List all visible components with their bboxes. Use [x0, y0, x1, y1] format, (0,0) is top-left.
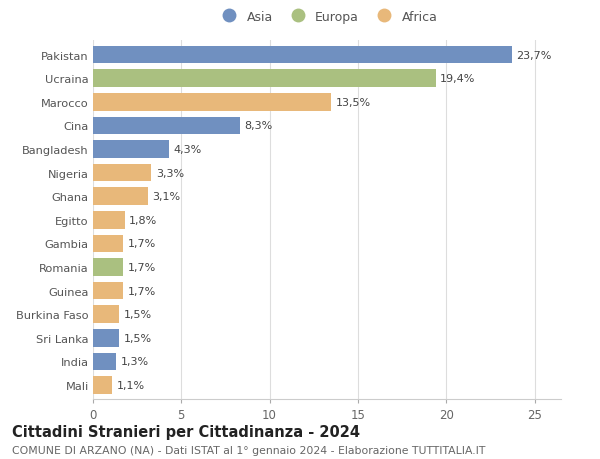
Bar — [93, 188, 148, 206]
Text: 1,1%: 1,1% — [117, 380, 145, 390]
Text: 19,4%: 19,4% — [440, 74, 475, 84]
Bar — [93, 306, 119, 324]
Text: 1,3%: 1,3% — [121, 357, 148, 367]
Bar — [93, 141, 169, 158]
Legend: Asia, Europa, Africa: Asia, Europa, Africa — [214, 8, 440, 26]
Text: 8,3%: 8,3% — [244, 121, 272, 131]
Bar — [93, 117, 239, 135]
Bar — [93, 47, 512, 64]
Bar — [93, 282, 123, 300]
Text: 1,7%: 1,7% — [127, 239, 155, 249]
Bar — [93, 164, 151, 182]
Text: 13,5%: 13,5% — [336, 98, 371, 107]
Text: 1,7%: 1,7% — [127, 263, 155, 273]
Bar — [93, 353, 116, 370]
Text: 3,3%: 3,3% — [155, 168, 184, 178]
Text: COMUNE DI ARZANO (NA) - Dati ISTAT al 1° gennaio 2024 - Elaborazione TUTTITALIA.: COMUNE DI ARZANO (NA) - Dati ISTAT al 1°… — [12, 445, 485, 455]
Text: 23,7%: 23,7% — [516, 50, 551, 61]
Bar — [93, 258, 123, 276]
Text: 1,8%: 1,8% — [129, 215, 157, 225]
Text: 4,3%: 4,3% — [173, 145, 202, 155]
Bar — [93, 376, 112, 394]
Text: 1,5%: 1,5% — [124, 333, 152, 343]
Text: Cittadini Stranieri per Cittadinanza - 2024: Cittadini Stranieri per Cittadinanza - 2… — [12, 425, 360, 440]
Text: 3,1%: 3,1% — [152, 192, 180, 202]
Text: 1,5%: 1,5% — [124, 309, 152, 319]
Bar — [93, 212, 125, 229]
Bar — [93, 94, 331, 112]
Bar — [93, 329, 119, 347]
Bar — [93, 70, 436, 88]
Text: 1,7%: 1,7% — [127, 286, 155, 296]
Bar — [93, 235, 123, 253]
